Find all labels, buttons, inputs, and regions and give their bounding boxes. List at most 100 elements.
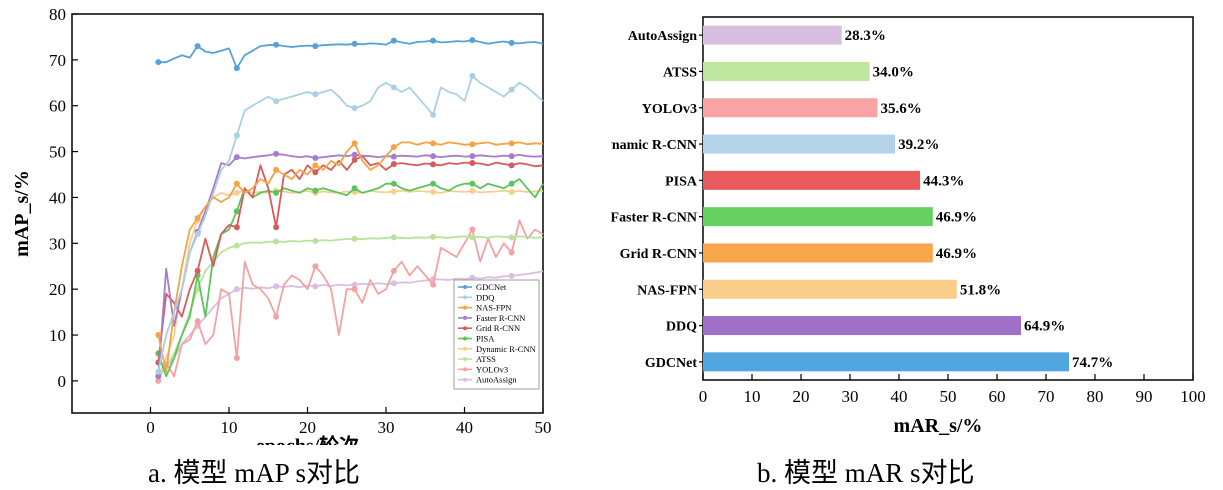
series-marker-Grid R-CNN	[430, 161, 437, 168]
data-label: 74.7%	[1072, 355, 1113, 371]
x-tick-label: 10	[221, 418, 238, 437]
series-marker-Grid R-CNN	[469, 160, 476, 167]
x-tick-label: 10	[744, 387, 761, 406]
legend-marker	[463, 315, 467, 320]
series-marker-DDQ	[155, 368, 162, 375]
legend-marker	[463, 285, 467, 289]
bar-YOLOv3	[703, 98, 878, 118]
category-label: Dynamic R-CNN	[611, 138, 697, 153]
series-marker-AutoAssign	[351, 281, 358, 288]
series-marker-NAS-FPN	[155, 332, 162, 339]
legend-label: Faster R-CNN	[476, 313, 525, 323]
series-marker-DDQ	[312, 91, 319, 98]
x-tick-label: 30	[842, 387, 859, 406]
series-marker-YOLOv3	[233, 354, 240, 361]
legend-label: Grid R-CNN	[476, 323, 520, 333]
category-label: NAS-FPN	[637, 283, 697, 298]
series-marker-YOLOv3	[312, 263, 319, 270]
series-marker-YOLOv3	[351, 286, 358, 293]
series-marker-Dynamic R-CNN	[469, 188, 476, 195]
series-marker-ATSS	[508, 234, 515, 241]
bar-PISA	[703, 170, 921, 190]
y-tick-label: 30	[49, 234, 66, 253]
y-tick-label: 80	[49, 5, 66, 24]
legend-marker	[463, 377, 467, 382]
legend-marker	[463, 336, 467, 341]
series-marker-Faster R-CNN	[351, 151, 358, 158]
x-tick-label: 90	[1136, 387, 1153, 406]
category-label: AutoAssign	[628, 29, 697, 44]
bar-Dynamic R-CNN	[703, 134, 896, 154]
x-tick-label: 50	[940, 387, 957, 406]
series-marker-NAS-FPN	[469, 141, 476, 148]
series-marker-GDCNet	[430, 37, 437, 44]
legend-box	[453, 279, 540, 390]
y-tick-label: 10	[49, 326, 66, 345]
series-marker-ATSS	[390, 234, 397, 241]
series-marker-DDQ	[390, 84, 397, 91]
bar-Grid R-CNN	[703, 243, 933, 263]
category-label: DDQ	[666, 320, 697, 335]
series-marker-Grid R-CNN	[273, 224, 280, 231]
data-label: 28.3%	[845, 28, 886, 44]
caption-a: a. 模型 mAP s对比	[148, 458, 361, 488]
series-marker-GDCNet	[312, 43, 319, 50]
x-tick-label: 0	[146, 418, 155, 437]
map-line-chart: 0 10 20 30 40 50 0 10 20 30 40 50 60 70 80 epochs/轮次 mAP…	[11, 5, 552, 445]
series-marker-GDCNet	[469, 37, 476, 44]
data-label: 44.3%	[923, 173, 964, 189]
legend-label: PISA	[476, 334, 495, 344]
series-marker-AutoAssign	[469, 274, 476, 281]
bar-ATSS	[703, 61, 870, 81]
category-label: YOLOv3	[642, 102, 697, 117]
series-marker-DDQ	[508, 86, 515, 93]
series-marker-Faster R-CNN	[273, 150, 280, 157]
series-marker-PISA	[351, 185, 358, 192]
legend-marker	[463, 305, 467, 310]
series-marker-PISA	[233, 208, 240, 215]
series-marker-YOLOv3	[155, 377, 162, 384]
series-marker-Faster R-CNN	[430, 153, 437, 160]
mar-bar-chart: AutoAssign 28.3% ATSS 34.0% YOLOv3 35.6% Dynam…	[611, 16, 1206, 437]
series-marker-Grid R-CNN	[233, 224, 240, 231]
series-marker-Faster R-CNN	[155, 373, 162, 380]
series-marker-ATSS	[430, 233, 437, 240]
series-marker-ATSS	[351, 235, 358, 242]
bar-NAS-FPN	[703, 279, 957, 299]
bar-Faster R-CNN	[703, 207, 933, 227]
x-tick-label: 20	[793, 387, 810, 406]
x-tick-label: 20	[299, 418, 316, 437]
legend-marker	[463, 367, 467, 372]
x-axis-title: epochs/轮次	[256, 434, 359, 445]
series-marker-DDQ	[430, 111, 437, 118]
legend-label: NAS-FPN	[476, 303, 511, 313]
series-marker-AutoAssign	[312, 283, 319, 290]
series-marker-YOLOv3	[194, 318, 201, 325]
series-marker-ATSS	[469, 234, 476, 241]
legend-label: ATSS	[476, 354, 496, 364]
series-marker-AutoAssign	[233, 286, 240, 293]
series-marker-Faster R-CNN	[233, 154, 240, 161]
series-marker-PISA	[312, 187, 319, 194]
series-marker-YOLOv3	[430, 281, 437, 288]
series-marker-NAS-FPN	[390, 144, 397, 150]
series-marker-GDCNet	[508, 39, 515, 46]
category-label: Grid R-CNN	[620, 247, 697, 262]
x-tick-label: 40	[891, 387, 908, 406]
series-marker-YOLOv3	[390, 267, 397, 274]
series-line-YOLOv3	[157, 219, 544, 382]
series-marker-NAS-FPN	[273, 166, 280, 173]
series-line-DDQ	[157, 75, 544, 372]
series-marker-GDCNet	[351, 40, 358, 47]
legend-label: AutoAssign	[476, 375, 517, 385]
series-marker-ATSS	[312, 238, 319, 245]
series-marker-Grid R-CNN	[351, 156, 358, 163]
category-label: GDCNet	[645, 356, 697, 371]
y-tick-label: 60	[49, 97, 66, 116]
legend-marker	[463, 326, 467, 331]
series-marker-AutoAssign	[273, 283, 280, 290]
data-label: 46.9%	[936, 210, 977, 226]
x-tick-label: 100	[1180, 387, 1206, 406]
caption-b: b. 模型 mAR s对比	[757, 458, 975, 488]
series-marker-Dynamic R-CNN	[508, 188, 515, 195]
